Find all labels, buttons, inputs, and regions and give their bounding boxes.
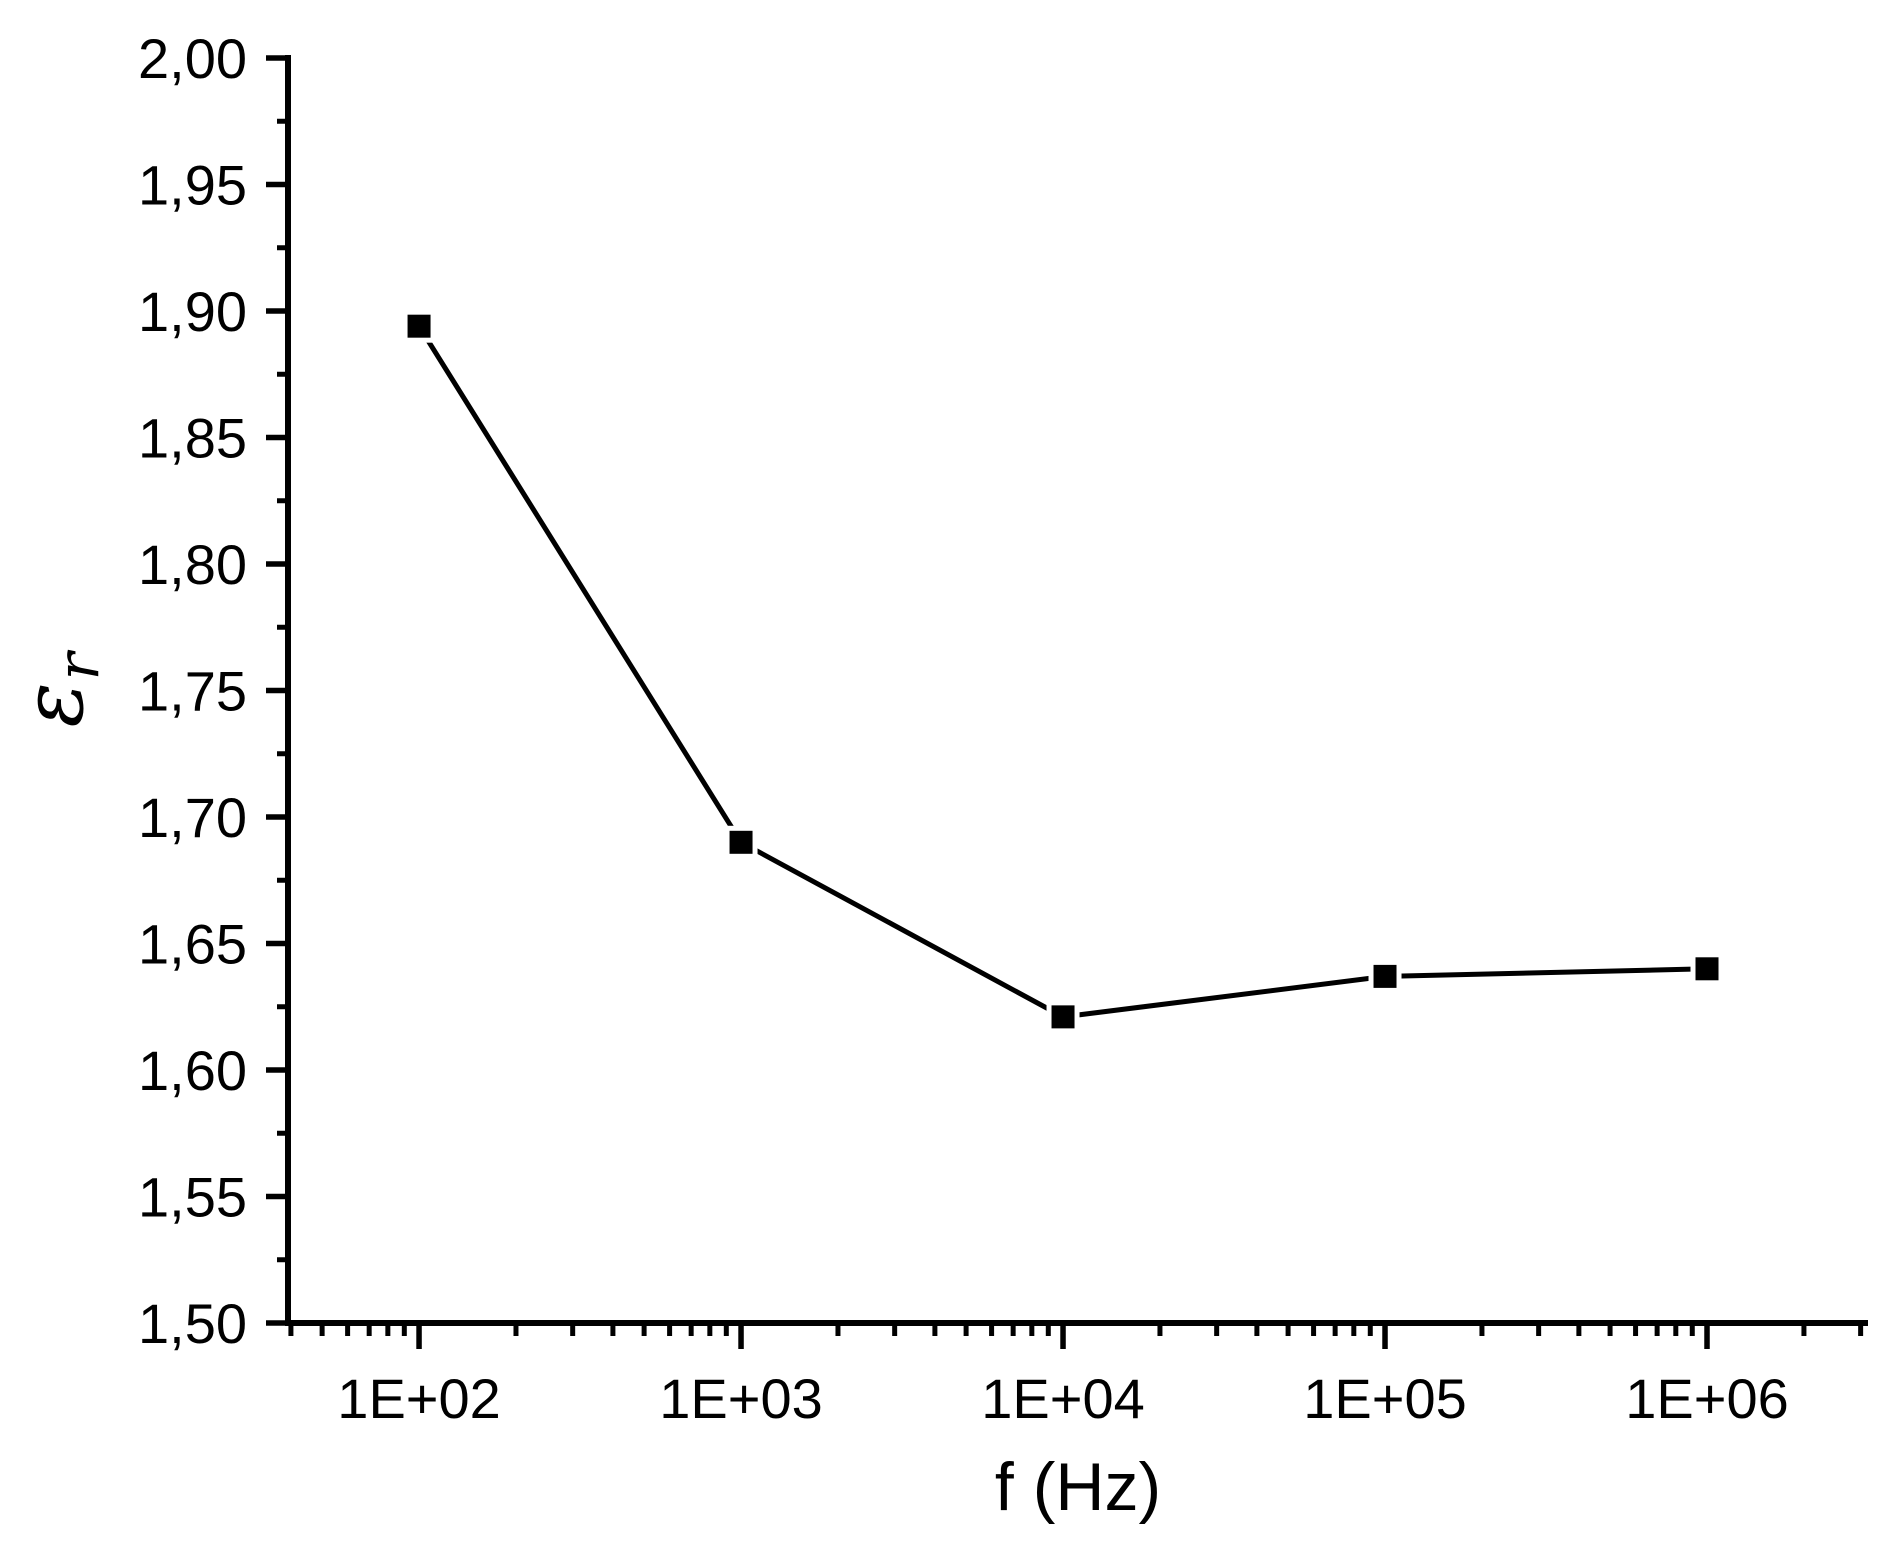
y-tick-label: 1,70: [138, 786, 247, 849]
x-tick-label: 1E+02: [337, 1367, 501, 1430]
x-tick-label: 1E+06: [1625, 1367, 1789, 1430]
y-tick-label: 2,00: [138, 27, 247, 90]
y-tick-label: 1,95: [138, 154, 247, 217]
y-tick-label: 1,60: [138, 1039, 247, 1102]
y-tick-label: 1,85: [138, 407, 247, 470]
y-tick-label: 1,65: [138, 913, 247, 976]
data-point-marker: [724, 825, 758, 859]
y-axis-title-subscript: r: [44, 649, 112, 680]
data-point-marker: [1690, 952, 1724, 986]
x-tick-label: 1E+03: [659, 1367, 823, 1430]
y-tick-label: 1,90: [138, 280, 247, 343]
y-axis-title-base: ε: [4, 682, 102, 727]
y-tick-label: 1,55: [138, 1166, 247, 1229]
data-series-line: [416, 324, 1708, 1020]
data-point-marker: [1046, 1000, 1080, 1034]
x-axis-title: f (Hz): [995, 1449, 1161, 1525]
y-axis-title: εr: [4, 649, 112, 727]
x-tick-label: 1E+05: [1303, 1367, 1467, 1430]
data-point-marker: [1368, 959, 1402, 993]
data-point-marker: [402, 309, 436, 343]
y-tick-label: 1,80: [138, 533, 247, 596]
y-tick-label: 1,50: [138, 1292, 247, 1355]
y-tick-label: 1,75: [138, 660, 247, 723]
x-tick-label: 1E+04: [981, 1367, 1145, 1430]
